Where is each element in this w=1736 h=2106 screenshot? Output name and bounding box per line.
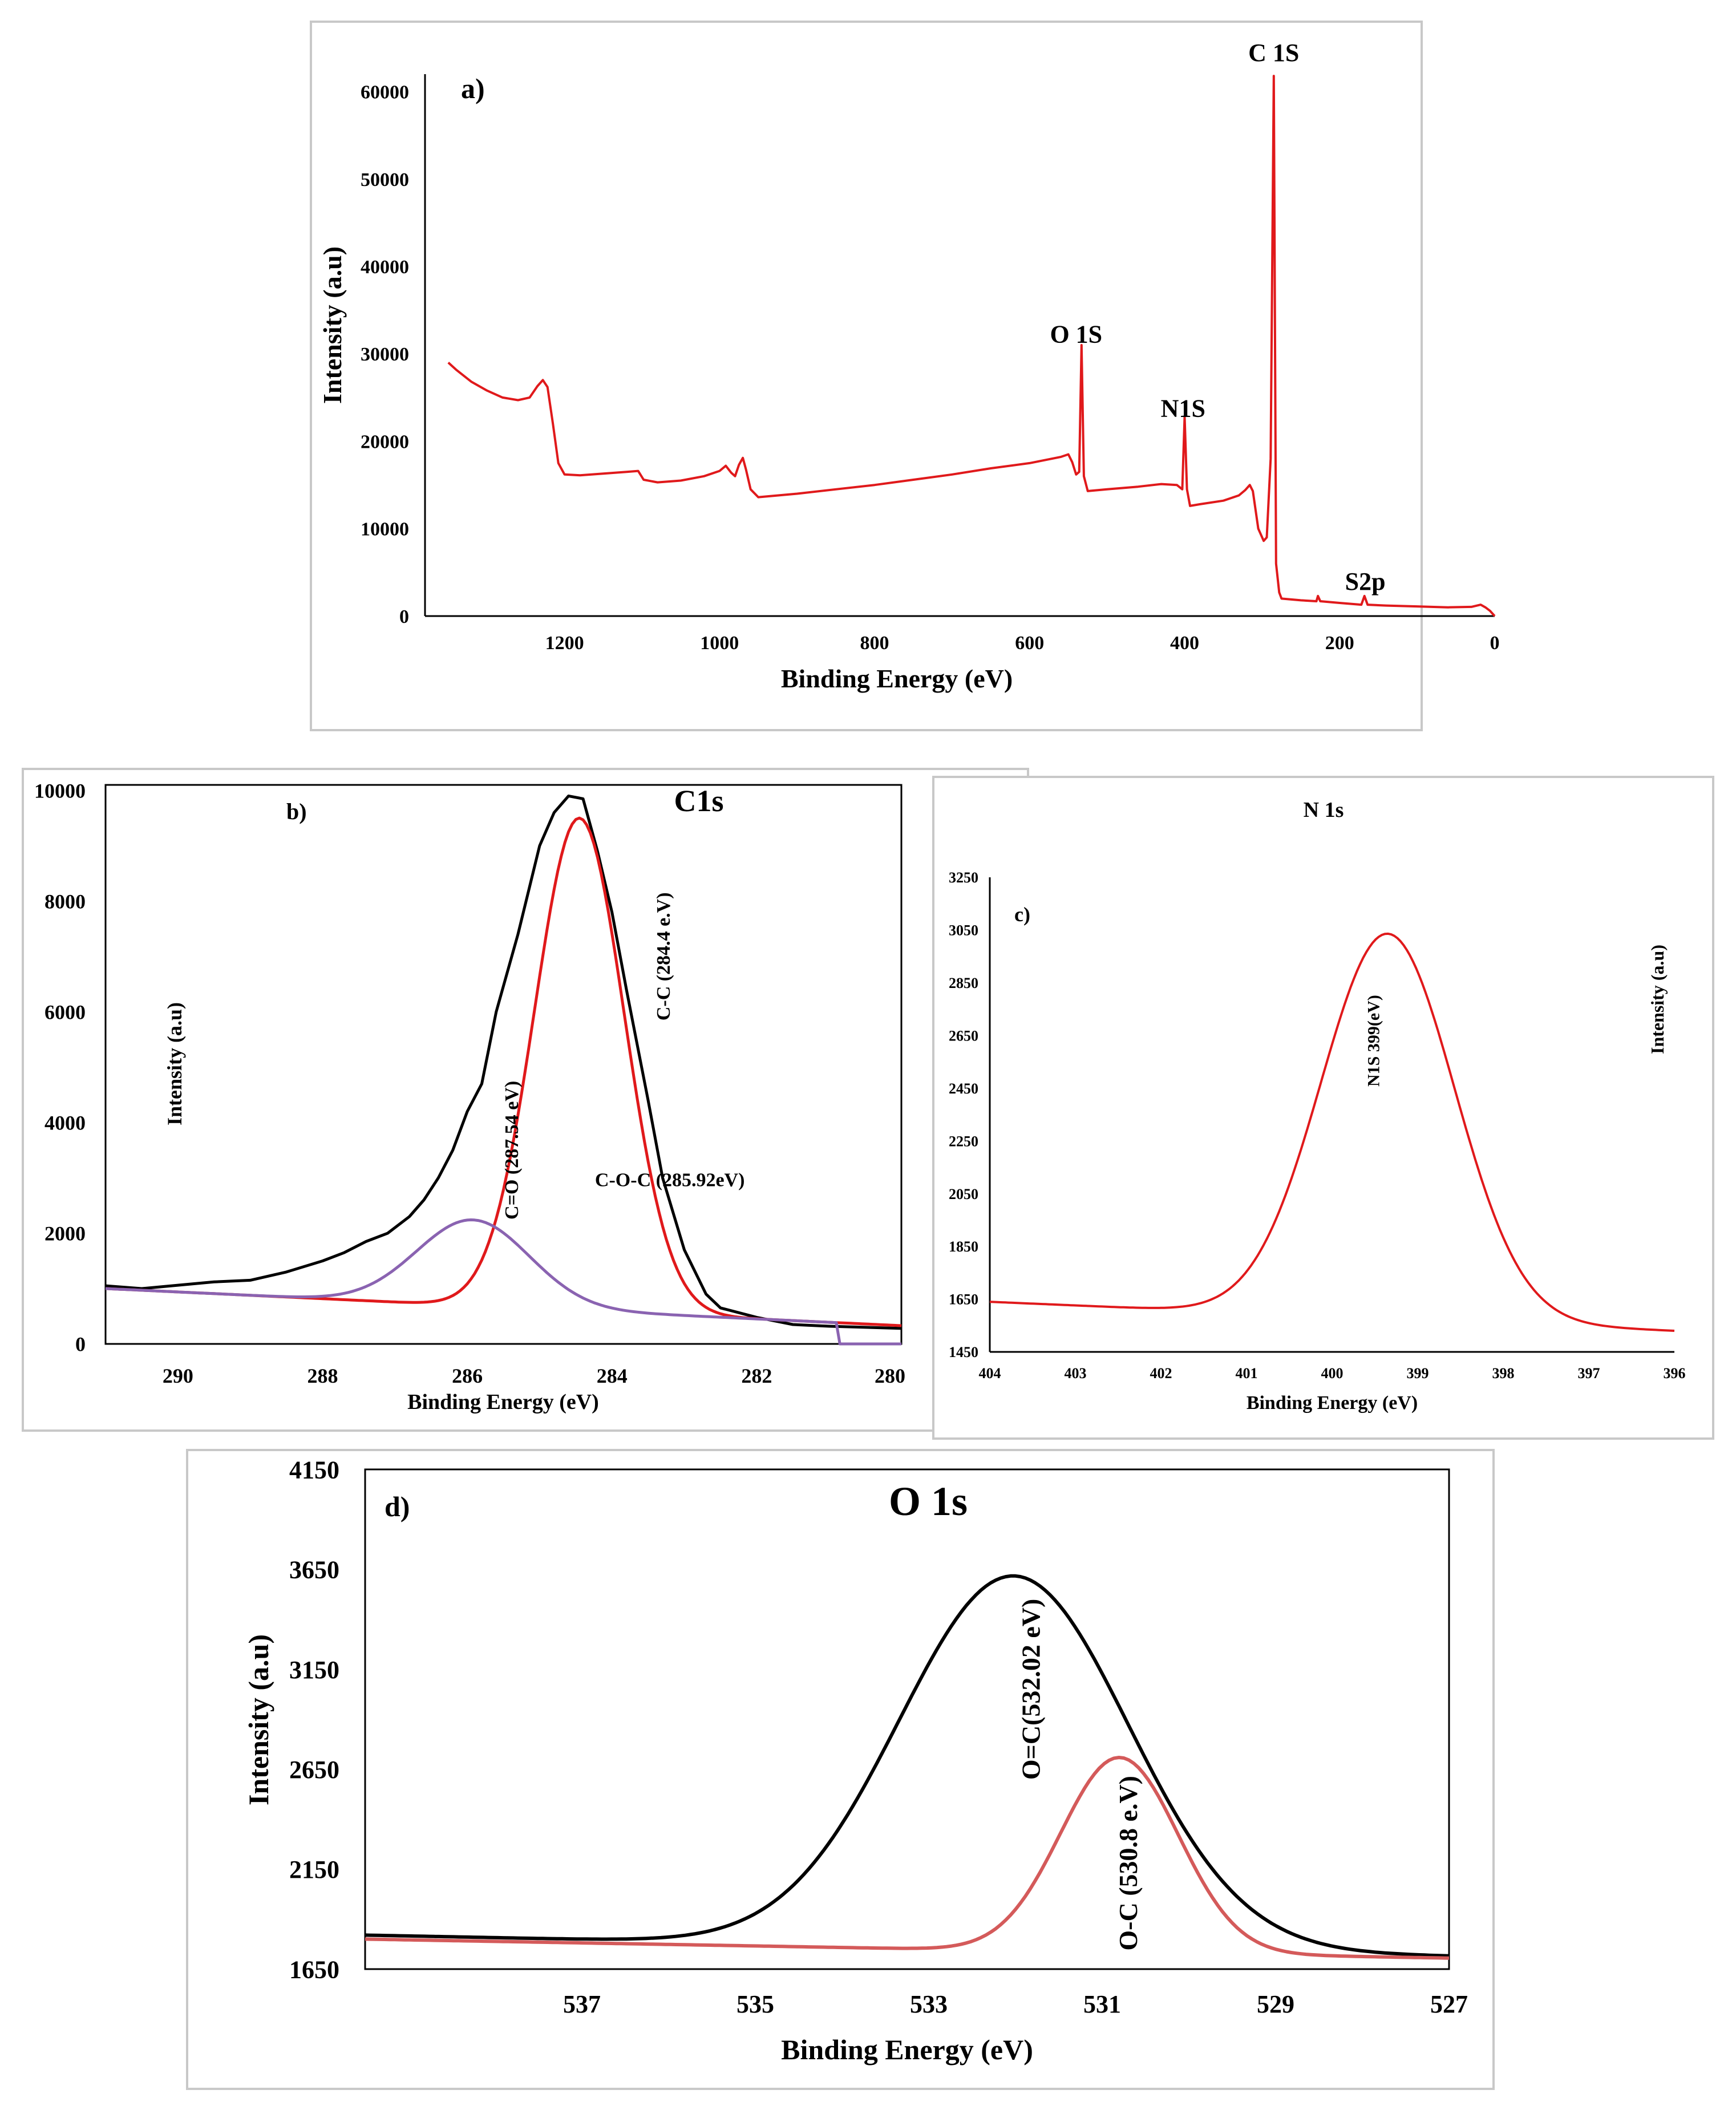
panel-d-x-tick: 537 xyxy=(563,1990,601,2018)
panel-c-y-tick: 2650 xyxy=(949,1027,978,1044)
panel-b-annotation: C=O (287.54 eV) xyxy=(501,1081,523,1220)
panel-a-annotation: O 1S xyxy=(1050,320,1102,348)
panel-a-x-tick: 1000 xyxy=(700,633,739,654)
panel-a-frame xyxy=(310,21,1423,731)
panel-c-x-tick: 397 xyxy=(1578,1365,1600,1382)
panel-c-y-tick: 1850 xyxy=(949,1238,978,1255)
panel-b-series-c-o-c-fit xyxy=(105,1218,901,1346)
panel-c-x-tick: 404 xyxy=(979,1365,1001,1382)
panel-c-y-tick: 1450 xyxy=(949,1344,978,1360)
panel-d-series-o-c xyxy=(365,1574,1450,1958)
panel-d-y-tick: 4150 xyxy=(289,1456,339,1484)
panel-c-y-tick: 2250 xyxy=(949,1133,978,1149)
panel-a-y-tick: 40000 xyxy=(361,257,409,278)
panel-d-y-tick: 3150 xyxy=(289,1656,339,1684)
panel-a-x-tick: 600 xyxy=(1015,633,1044,654)
panel-c-y-tick: 2450 xyxy=(949,1080,978,1097)
panel-a-annotation: C 1S xyxy=(1248,39,1299,67)
panel-a-y-tick: 50000 xyxy=(361,169,409,191)
panel-c-x-tick: 401 xyxy=(1236,1365,1258,1382)
panel-b-y-tick: 6000 xyxy=(44,1001,86,1023)
panel-c-x-tick: 400 xyxy=(1321,1365,1344,1382)
panel-b-xlabel: Binding Energy (eV) xyxy=(407,1390,599,1414)
panel-c-x-tick: 403 xyxy=(1065,1365,1087,1382)
panel-d-x-tick: 529 xyxy=(1257,1990,1294,2018)
panel-a-y-tick: 0 xyxy=(399,606,409,627)
panel-b-annotation: C-C (284.4 e.V) xyxy=(653,892,674,1020)
panel-c-y-tick: 1650 xyxy=(949,1291,978,1308)
panel-c-x-tick: 399 xyxy=(1407,1365,1429,1382)
panel-c-y-tick: 3050 xyxy=(949,922,978,939)
panel-a-xlabel: Binding Energy (eV) xyxy=(781,664,1013,693)
panel-b-frame xyxy=(22,768,1029,1432)
panel-d-frame xyxy=(186,1449,1495,2090)
panel-b-y-tick: 8000 xyxy=(44,890,86,913)
panel-b-y-tick: 10000 xyxy=(34,779,86,802)
panel-a-series-survey xyxy=(447,75,1496,617)
panel-d-x-tick: 531 xyxy=(1083,1990,1121,2018)
panel-a-x-tick: 400 xyxy=(1170,633,1199,654)
panel-b-series-experimental xyxy=(105,794,902,1330)
panel-a-annotation: N1S xyxy=(1161,395,1205,423)
panel-c-x-tick: 398 xyxy=(1492,1365,1515,1382)
panel-c-label: c) xyxy=(1014,903,1030,926)
panel-c-y-tick: 2850 xyxy=(949,975,978,991)
panel-c-x-tick: 396 xyxy=(1664,1365,1686,1382)
panel-d-x-tick: 527 xyxy=(1430,1990,1468,2018)
panel-b-ylabel: Intensity (a.u) xyxy=(163,1002,186,1125)
panel-b-annotation: C-O-C (285.92eV) xyxy=(595,1169,745,1190)
panel-a-y-tick: 20000 xyxy=(361,431,409,452)
panel-a-annotation: S2p xyxy=(1345,568,1386,596)
panel-c-frame xyxy=(932,776,1714,1440)
panel-b-x-tick: 280 xyxy=(875,1364,905,1387)
panel-a-x-tick: 0 xyxy=(1490,633,1500,654)
panel-b-y-tick: 2000 xyxy=(44,1222,86,1245)
panel-b-x-tick: 286 xyxy=(452,1364,483,1387)
panel-c-y-tick: 3250 xyxy=(949,869,978,886)
panel-d-series-o-c xyxy=(365,1756,1450,1960)
panel-c-annotation: N1S 399(eV) xyxy=(1365,995,1383,1087)
panel-b-x-tick: 288 xyxy=(307,1364,338,1387)
panel-d-label: d) xyxy=(385,1491,410,1522)
panel-d-y-tick: 2150 xyxy=(289,1856,339,1884)
panel-c-xlabel: Binding Energy (eV) xyxy=(1247,1392,1418,1414)
panel-d-x-tick: 533 xyxy=(910,1990,948,2018)
panel-c-y-tick: 2050 xyxy=(949,1186,978,1202)
panel-d-y-tick: 2650 xyxy=(289,1756,339,1784)
panel-d-x-tick: 535 xyxy=(737,1990,774,2018)
panel-a-y-tick: 10000 xyxy=(361,519,409,540)
panel-b-label: b) xyxy=(286,799,307,824)
panel-d-title: O 1s xyxy=(889,1479,968,1524)
panel-b-title: C1s xyxy=(674,784,723,818)
panel-c-title: N 1s xyxy=(1304,798,1344,822)
panel-d-y-tick: 3650 xyxy=(289,1556,339,1584)
panel-b-x-tick: 282 xyxy=(741,1364,772,1387)
panel-b-x-tick: 284 xyxy=(597,1364,628,1387)
panel-a-label: a) xyxy=(461,72,485,104)
panel-d-xlabel: Binding Energy (eV) xyxy=(781,2034,1033,2066)
panel-c-series-n-1s xyxy=(989,932,1675,1332)
panel-b-y-tick: 0 xyxy=(75,1333,86,1356)
panel-d-annotation: O=C(532.02 eV) xyxy=(1017,1599,1046,1780)
panel-a-x-tick: 1200 xyxy=(545,633,584,654)
panel-d-plot-box xyxy=(364,1468,1450,1970)
panel-a-y-tick: 60000 xyxy=(361,82,409,103)
panel-d-annotation: O-C (530.8 e.V) xyxy=(1114,1776,1143,1951)
panel-b-y-tick: 4000 xyxy=(44,1111,86,1134)
panel-b-plot-box xyxy=(104,784,903,1345)
panel-d-y-tick: 1650 xyxy=(289,1955,339,1983)
panel-a-x-tick: 200 xyxy=(1325,633,1354,654)
panel-b-x-tick: 290 xyxy=(163,1364,193,1387)
panel-a-x-tick: 800 xyxy=(860,633,889,654)
panel-d-ylabel: Intensity (a.u) xyxy=(242,1634,274,1805)
panel-c-ylabel: Intensity (a.u) xyxy=(1647,945,1668,1054)
panel-a-y-tick: 30000 xyxy=(361,344,409,365)
panel-a-ylabel: Intensity (a.u) xyxy=(318,246,347,404)
panel-c-x-tick: 402 xyxy=(1150,1365,1172,1382)
